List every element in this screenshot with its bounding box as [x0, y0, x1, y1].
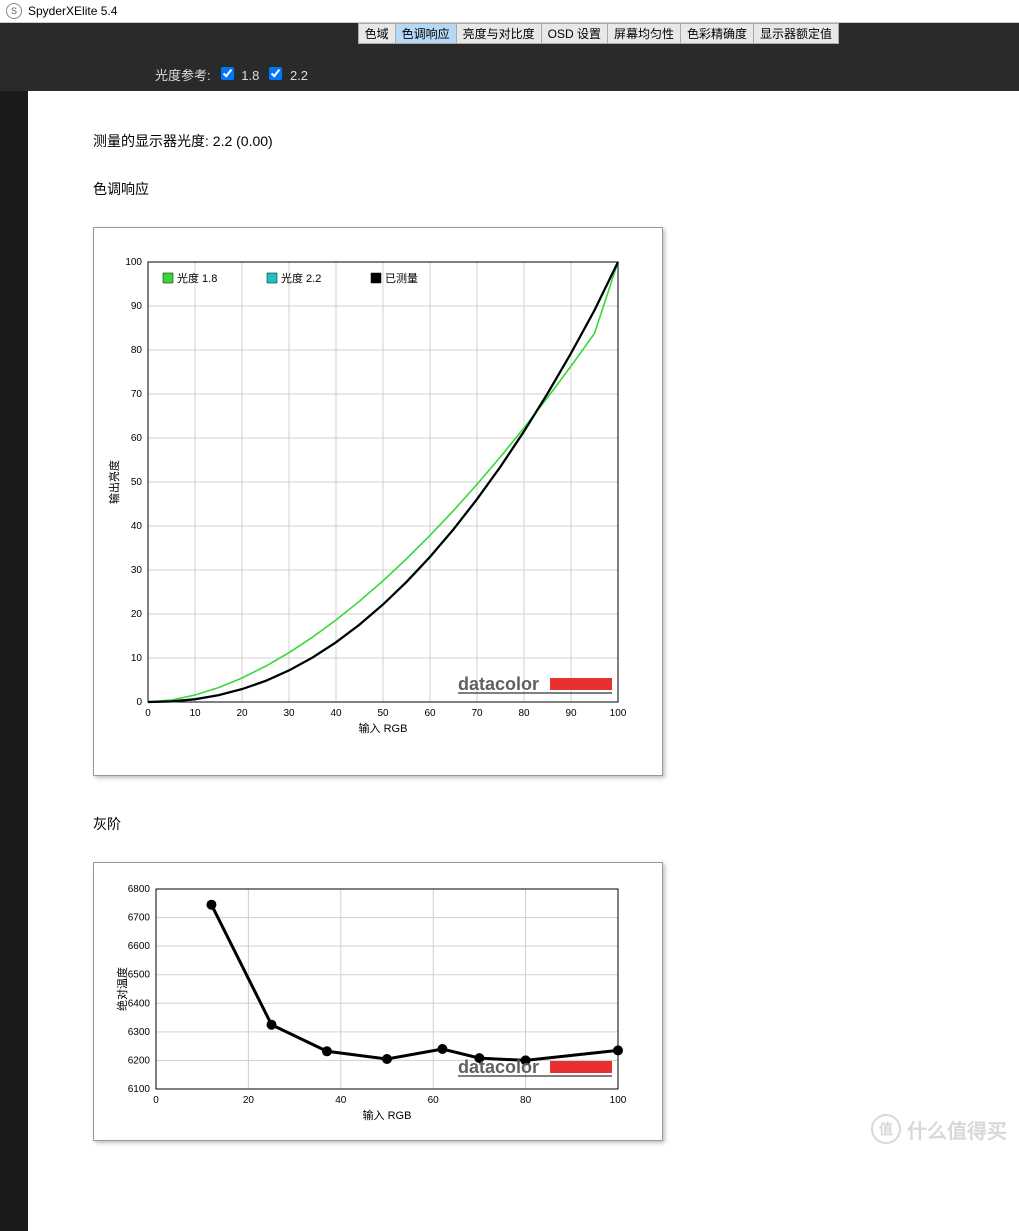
svg-text:70: 70	[131, 389, 143, 400]
measured-gamma-text: 测量的显示器光度: 2.2 (0.00)	[93, 131, 1019, 151]
svg-text:80: 80	[520, 1095, 532, 1106]
svg-text:6500: 6500	[128, 970, 151, 981]
reference-checkbox-18[interactable]	[221, 67, 234, 80]
svg-text:20: 20	[236, 708, 248, 719]
gamma-reference-row: 光度参考: 1.8 2.2	[155, 65, 308, 84]
tab-5[interactable]: 色彩精确度	[680, 23, 754, 44]
svg-text:90: 90	[565, 708, 577, 719]
svg-text:50: 50	[131, 477, 143, 488]
window-title: SpyderXElite 5.4	[28, 4, 117, 18]
tab-4[interactable]: 屏幕均匀性	[607, 23, 681, 44]
svg-text:80: 80	[131, 345, 143, 356]
svg-text:10: 10	[131, 653, 143, 664]
svg-text:6200: 6200	[128, 1055, 151, 1066]
svg-text:光度 1.8: 光度 1.8	[177, 271, 217, 285]
tab-6[interactable]: 显示器额定值	[753, 23, 839, 44]
tone-response-svg: 0 10 20 30 40 50 60 70 80 90 100 0 10 20 30 40 50 60 70 80 9…	[108, 242, 648, 762]
svg-text:70: 70	[471, 708, 483, 719]
tab-3[interactable]: OSD 设置	[541, 23, 608, 44]
reference-opt-18[interactable]: 1.8	[221, 67, 260, 83]
svg-text:0: 0	[136, 697, 142, 708]
svg-text:绝对温度: 绝对温度	[115, 967, 129, 1011]
svg-text:输出亮度: 输出亮度	[108, 460, 121, 504]
chart2-title: 灰阶	[93, 814, 1019, 834]
svg-text:6300: 6300	[128, 1027, 151, 1038]
svg-text:40: 40	[131, 521, 143, 532]
svg-text:已测量: 已测量	[385, 272, 418, 285]
svg-text:100: 100	[125, 257, 142, 268]
svg-text:6700: 6700	[128, 913, 151, 924]
svg-text:0: 0	[153, 1095, 159, 1106]
svg-text:50: 50	[377, 708, 389, 719]
toolbar-strip: 色域色调响应亮度与对比度OSD 设置屏幕均匀性色彩精确度显示器额定值 光度参考:…	[0, 23, 1019, 91]
svg-text:datacolor: datacolor	[458, 674, 539, 694]
tab-1[interactable]: 色调响应	[395, 23, 457, 44]
svg-text:40: 40	[335, 1095, 347, 1106]
app-icon: S	[6, 3, 22, 19]
svg-text:90: 90	[131, 301, 143, 312]
svg-text:输入 RGB: 输入 RGB	[363, 1108, 412, 1122]
reference-opt-22[interactable]: 2.2	[269, 67, 308, 83]
tab-bar: 色域色调响应亮度与对比度OSD 设置屏幕均匀性色彩精确度显示器额定值	[359, 23, 839, 44]
greyscale-chart: 0 20 40 60 80 100 6100 6200 6300 6400 6500 6600 6700…	[93, 862, 663, 1141]
svg-text:6400: 6400	[128, 998, 151, 1009]
svg-text:10: 10	[189, 708, 201, 719]
svg-text:6100: 6100	[128, 1084, 151, 1095]
svg-text:100: 100	[610, 708, 627, 719]
chart1-title: 色调响应	[93, 179, 1019, 199]
svg-text:datacolor: datacolor	[458, 1057, 539, 1077]
svg-text:30: 30	[283, 708, 295, 719]
svg-text:80: 80	[518, 708, 530, 719]
window-titlebar: S SpyderXElite 5.4	[0, 0, 1019, 23]
tab-0[interactable]: 色域	[358, 23, 396, 44]
svg-text:40: 40	[330, 708, 342, 719]
tone-response-chart: 0 10 20 30 40 50 60 70 80 90 100 0 10 20 30 40 50 60 70 80 9…	[93, 227, 663, 776]
greyscale-svg: 0 20 40 60 80 100 6100 6200 6300 6400 6500 6600 6700…	[108, 877, 648, 1127]
reference-label: 光度参考:	[155, 65, 211, 84]
svg-text:100: 100	[610, 1095, 627, 1106]
svg-text:光度 2.2: 光度 2.2	[281, 271, 321, 285]
svg-text:60: 60	[424, 708, 436, 719]
svg-text:20: 20	[243, 1095, 255, 1106]
svg-text:30: 30	[131, 565, 143, 576]
svg-text:60: 60	[131, 433, 143, 444]
report-pane: 测量的显示器光度: 2.2 (0.00) 色调响应 0 10 20 30 40 50 60 7…	[28, 91, 1019, 1231]
tab-2[interactable]: 亮度与对比度	[456, 23, 542, 44]
svg-text:20: 20	[131, 609, 143, 620]
svg-text:60: 60	[428, 1095, 440, 1106]
svg-text:6600: 6600	[128, 941, 151, 952]
svg-text:6800: 6800	[128, 884, 151, 895]
svg-text:输入 RGB: 输入 RGB	[359, 721, 408, 735]
reference-checkbox-22[interactable]	[269, 67, 282, 80]
svg-text:0: 0	[145, 708, 151, 719]
